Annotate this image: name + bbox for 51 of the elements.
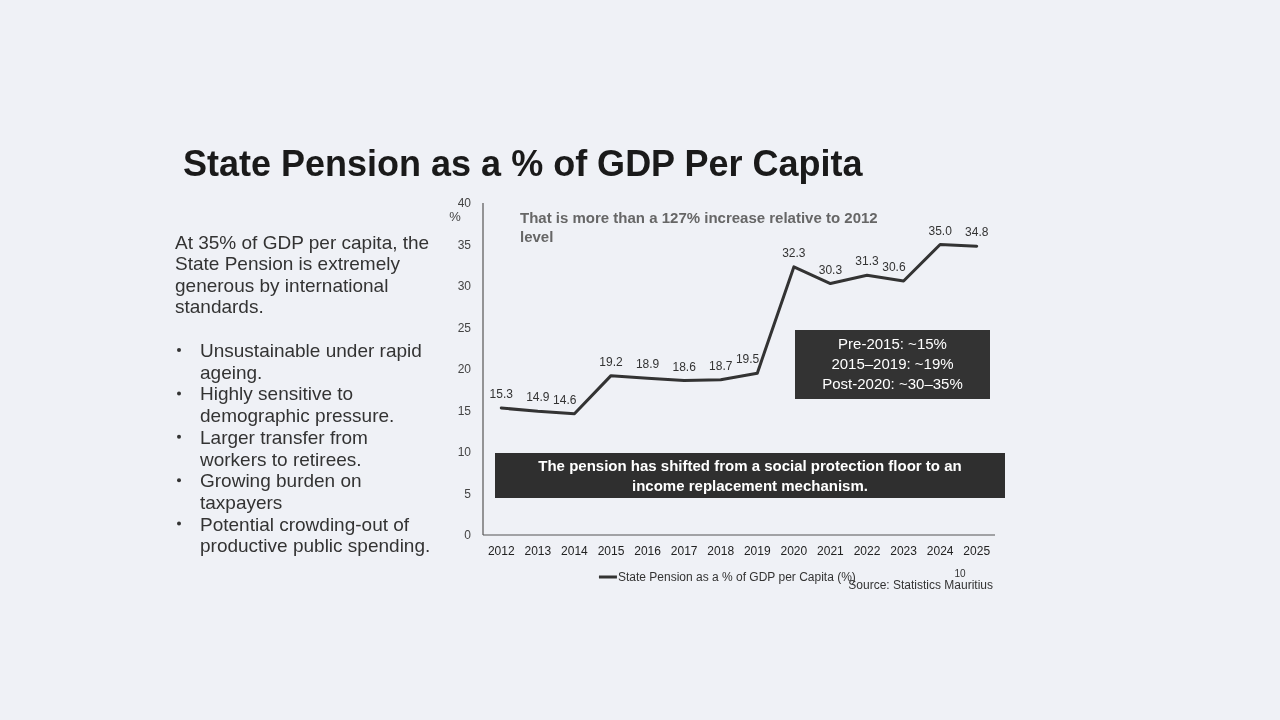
annotation: The pension has shifted from a social protection floor to an income replacement mechanism. bbox=[538, 457, 962, 494]
x-tick-label: 2018 bbox=[707, 544, 735, 558]
annotation: Pre-2015: ~15% bbox=[838, 335, 947, 352]
x-tick-label: 2025 bbox=[963, 544, 991, 558]
x-tick-label: 2012 bbox=[487, 544, 515, 558]
data-label: 32.3 bbox=[782, 245, 806, 260]
data-label: 19.2 bbox=[599, 354, 623, 369]
x-tick-label: 2020 bbox=[780, 544, 808, 558]
chart-title: State Pension as a % of GDP Per Capita bbox=[183, 143, 864, 184]
x-tick-label: 2017 bbox=[670, 544, 698, 558]
data-label: 14.6 bbox=[553, 392, 577, 407]
y-tick-label: 0 bbox=[464, 528, 472, 543]
data-label: 14.9 bbox=[526, 390, 550, 405]
x-tick-label: 2024 bbox=[926, 544, 954, 558]
x-tick-label: 2014 bbox=[561, 544, 589, 558]
annotation: Post-2020: ~30–35% bbox=[822, 375, 963, 392]
x-tick-label: 2016 bbox=[634, 544, 662, 558]
text: At 35% of GDP per capita, the State Pension is extremely generous by international standards. bbox=[175, 232, 430, 318]
data-label: 18.6 bbox=[672, 359, 697, 374]
x-tick-label: 2015 bbox=[597, 544, 625, 558]
y-tick-label: 10 bbox=[457, 445, 472, 460]
y-tick-label: 5 bbox=[464, 486, 472, 501]
data-label: 30.6 bbox=[882, 260, 906, 275]
y-tick-label: 20 bbox=[457, 362, 472, 377]
text: Potential crowding-out of productive public spending. bbox=[200, 513, 431, 557]
data-label: 15.3 bbox=[489, 387, 514, 402]
y-tick-label: 15 bbox=[457, 403, 472, 418]
y-tick-label: 40 bbox=[457, 196, 472, 211]
data-label: 34.8 bbox=[965, 225, 989, 240]
x-tick-label: 2013 bbox=[524, 544, 552, 558]
text: Highly sensitive to demographic pressure. bbox=[200, 383, 395, 427]
text: 10 bbox=[954, 568, 966, 579]
y-tick-label: 25 bbox=[457, 320, 472, 335]
y-axis-title: % bbox=[449, 209, 462, 224]
annotation: 2015–2019: ~19% bbox=[831, 355, 954, 372]
data-label: 18.7 bbox=[709, 358, 733, 373]
x-tick-label: 2022 bbox=[853, 544, 881, 558]
x-tick-label: 2023 bbox=[890, 544, 918, 558]
data-label: 30.3 bbox=[818, 262, 843, 277]
annotation: That is more than a 127% increase relative to 2012 level bbox=[520, 209, 878, 245]
x-tick-label: 2019 bbox=[743, 544, 771, 558]
data-label: 18.9 bbox=[635, 357, 660, 372]
data-label: 35.0 bbox=[928, 223, 953, 238]
text: Growing burden on taxpayers bbox=[200, 470, 362, 513]
y-tick-label: 30 bbox=[457, 279, 472, 294]
data-label: 19.5 bbox=[735, 352, 760, 367]
text: Larger transfer from workers to retirees. bbox=[199, 426, 368, 470]
x-tick-label: 2021 bbox=[817, 544, 845, 558]
text: Unsustainable under rapid ageing. bbox=[200, 340, 422, 383]
data-label: 31.3 bbox=[855, 254, 879, 269]
y-tick-label: 35 bbox=[457, 237, 472, 252]
